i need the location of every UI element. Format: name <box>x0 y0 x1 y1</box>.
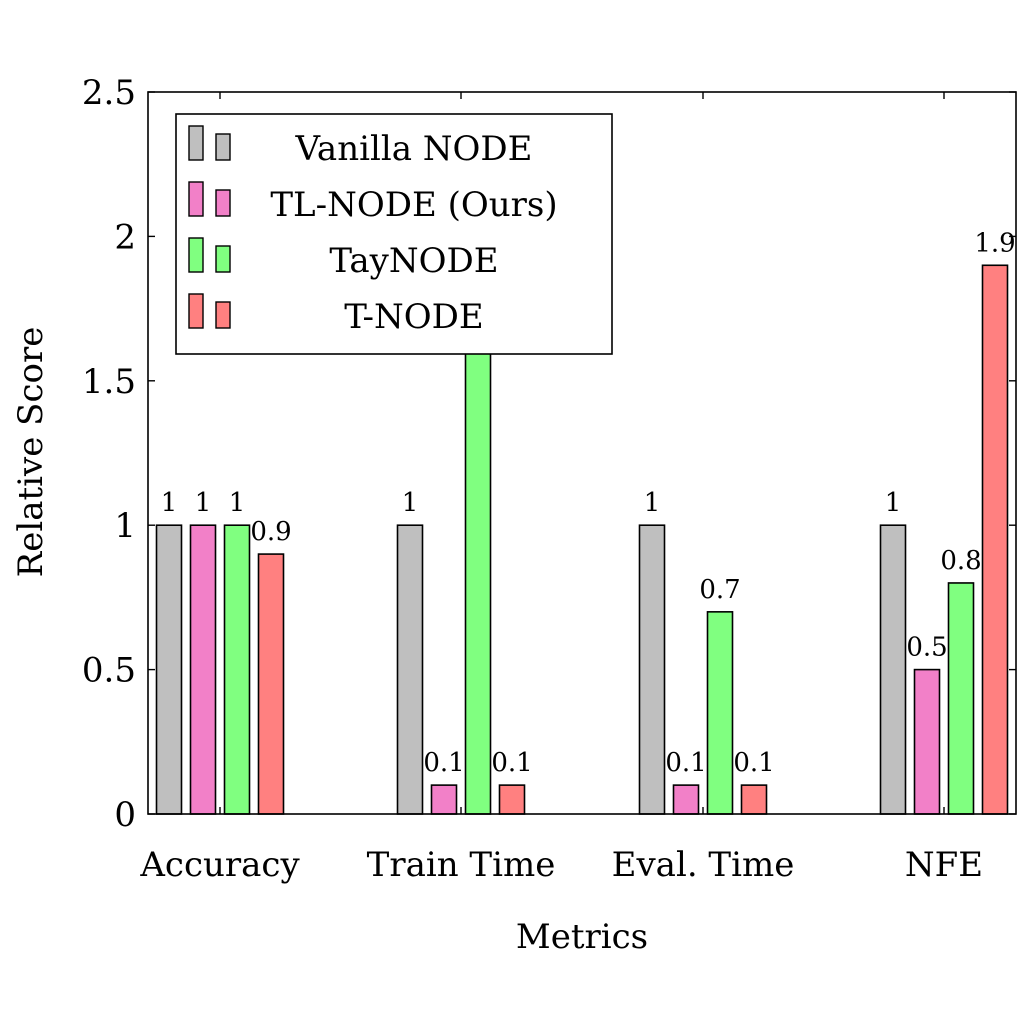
legend-box <box>175 113 613 355</box>
data-label: 1 <box>885 488 902 518</box>
data-label: 1 <box>229 488 246 518</box>
legend-swatch <box>188 293 204 329</box>
y-tick-label: 0 <box>114 795 136 835</box>
data-label: 1 <box>195 488 212 518</box>
data-label: 1 <box>644 488 661 518</box>
legend-label: Vanilla NODE <box>294 129 532 169</box>
y-tick-label: 1 <box>114 506 136 546</box>
data-label: 0.7 <box>699 575 740 605</box>
bar-1-1 <box>155 524 183 815</box>
data-label: 1 <box>161 488 178 518</box>
legend-swatch-small <box>215 245 231 273</box>
bar-3-4 <box>947 582 975 815</box>
legend-swatch <box>188 181 204 217</box>
legend-label: T-NODE <box>344 297 484 337</box>
y-tick-label: 0.5 <box>82 651 136 691</box>
axes-group: 0 0.5 1 1.5 2 2.5 Accuracy Train Time Eval. Time… <box>82 73 1017 885</box>
y-axis-title: Relative Score <box>11 327 51 578</box>
bar-2-2 <box>430 784 458 815</box>
y-tick-label: 2.5 <box>82 73 136 113</box>
bar-2-1 <box>189 524 217 815</box>
bar-4-3 <box>740 784 768 815</box>
data-label: 0.1 <box>665 748 706 778</box>
x-tick-label: Accuracy <box>139 845 300 885</box>
x-tick-label: Eval. Time <box>612 845 795 885</box>
legend-swatch <box>188 125 204 161</box>
data-label: 1.9 <box>974 228 1015 258</box>
bar-2-3 <box>672 784 700 815</box>
data-label: 0.1 <box>423 748 464 778</box>
data-label: 0.1 <box>733 748 774 778</box>
bar-1-4 <box>879 524 907 815</box>
legend: Vanilla NODE TL-NODE (Ours) TayNODE T-NODE <box>175 113 613 355</box>
bar-4-2 <box>498 784 526 815</box>
data-label: 0.9 <box>250 517 291 547</box>
bar-1-2 <box>396 524 424 815</box>
x-axis-title: Metrics <box>516 917 648 957</box>
legend-swatch-small <box>215 189 231 217</box>
legend-label: TayNODE <box>329 241 498 281</box>
bar-2-4 <box>913 668 941 815</box>
data-labels-group: 1 1 1 110.1 0.10.510.70.80.90.1 0.11.9 <box>161 228 1016 778</box>
bar-4-1 <box>257 553 285 815</box>
legend-label: TL-NODE (Ours) <box>270 185 557 225</box>
legend-swatch-small <box>215 301 231 329</box>
x-tick-label: Train Time <box>367 845 556 885</box>
y-tick-label: 2 <box>114 217 136 257</box>
data-label: 0.5 <box>906 633 947 663</box>
plot-frame <box>147 91 1017 815</box>
bar-3-1 <box>223 524 251 815</box>
legend-swatch <box>188 237 204 273</box>
bar-1-3 <box>638 524 666 815</box>
x-tick-label: NFE <box>905 845 983 885</box>
data-label: 0.8 <box>940 546 981 576</box>
bar-3-3 <box>706 611 734 815</box>
bar-4-4 <box>981 264 1009 815</box>
data-label: 1 <box>402 488 419 518</box>
y-tick-label: 1.5 <box>82 362 136 402</box>
bars-group <box>155 264 1009 815</box>
bar-3-2 <box>464 351 492 815</box>
data-label: 0.1 <box>491 748 532 778</box>
legend-swatch-small <box>215 133 231 161</box>
